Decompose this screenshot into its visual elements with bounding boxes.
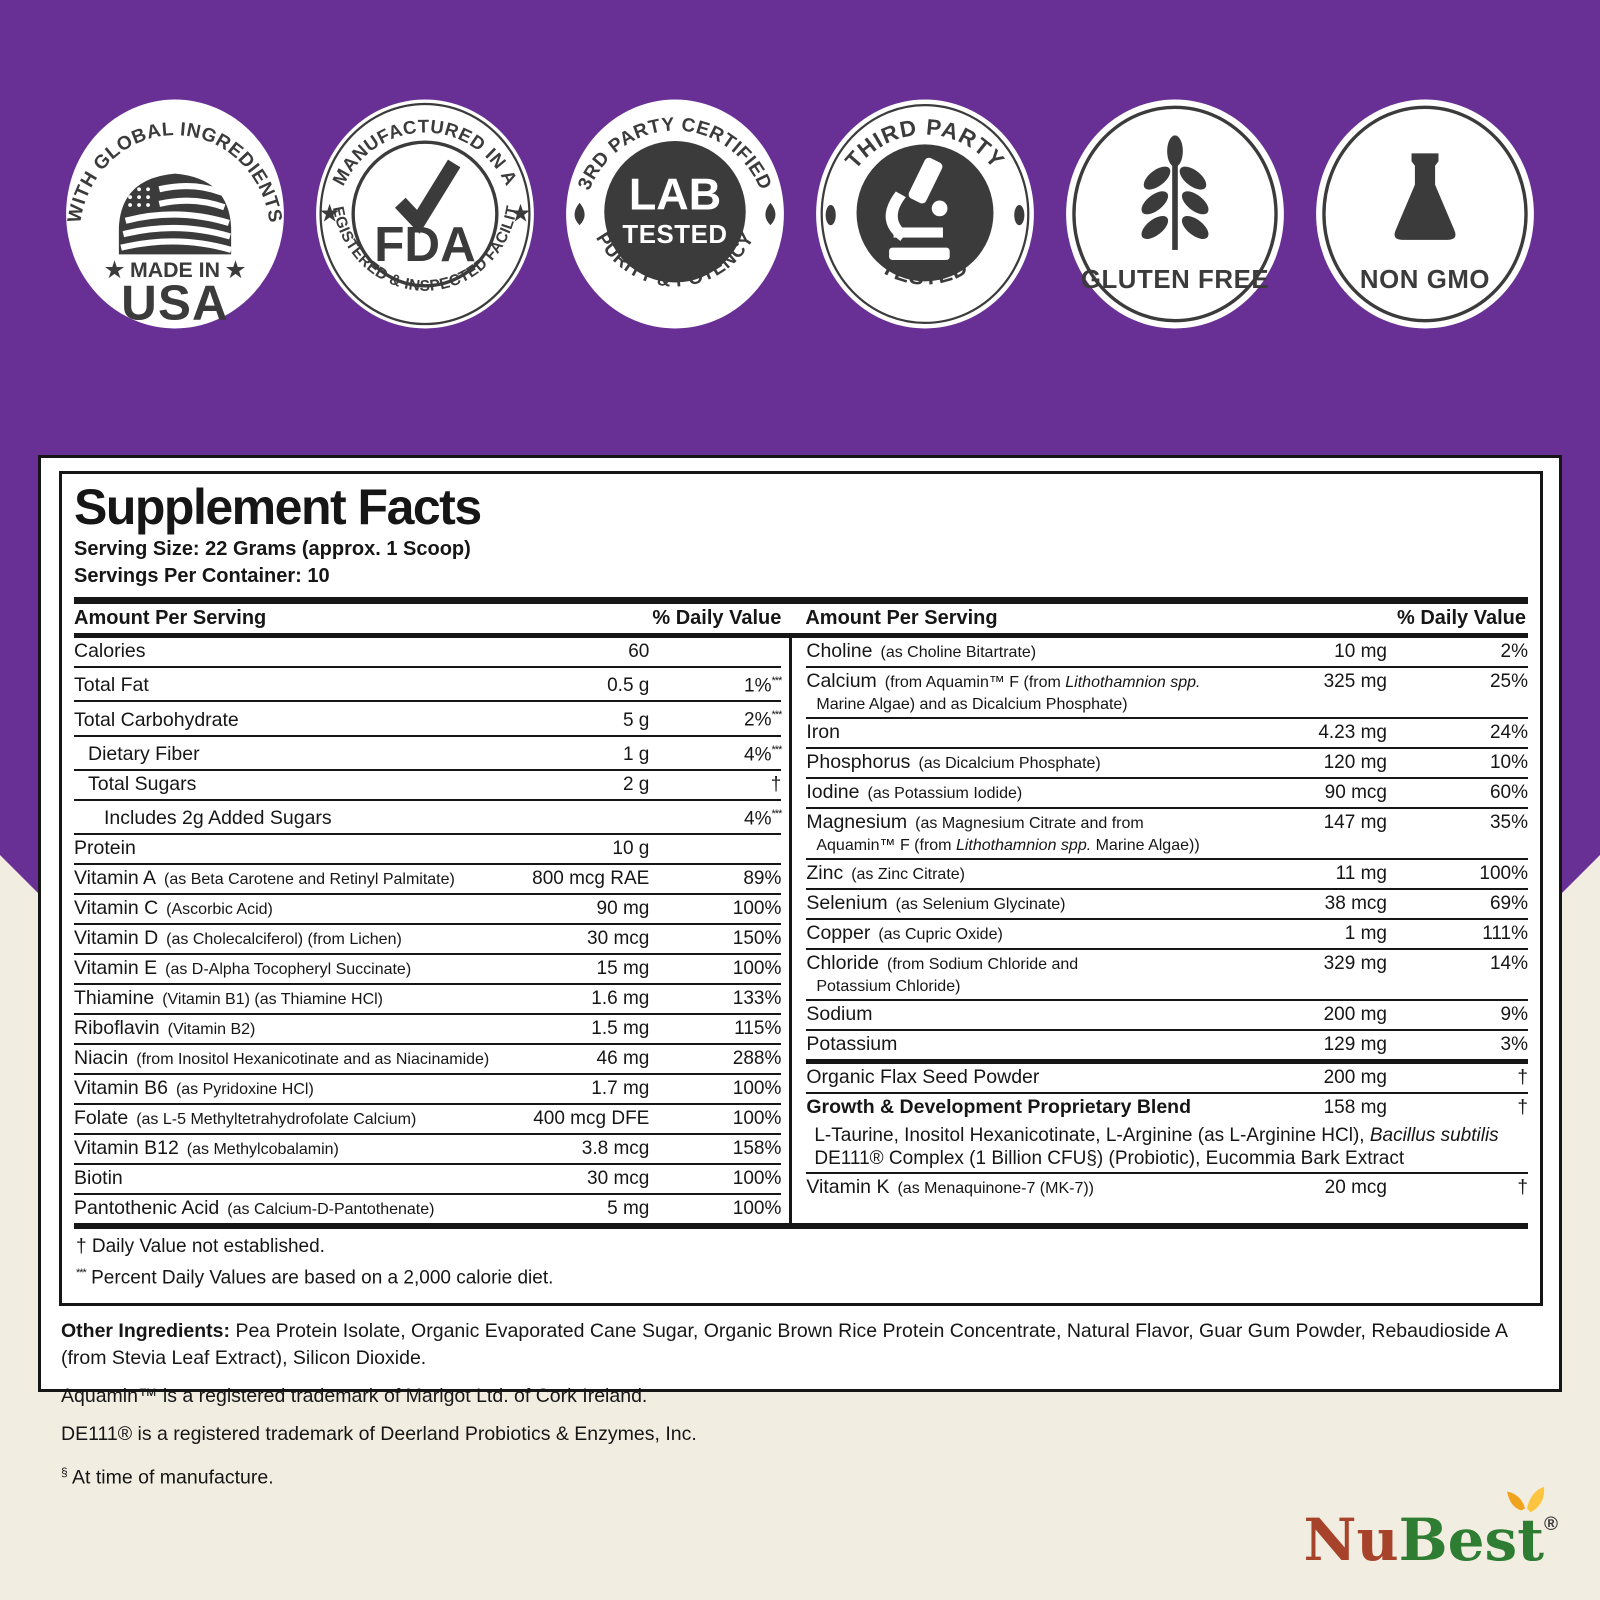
nutrient-row: Chloride (from Sodium Chloride and 329 mg… [806,948,1528,999]
leaf-icon [1014,205,1025,226]
manufacture-note: § At time of manufacture. [61,1464,274,1489]
supplement-panel: Supplement Facts Serving Size: 22 Grams … [38,455,1562,1488]
nutrient-row: Vitamin K (as Menaquinone-7 (MK-7)) 20 mc… [806,1172,1528,1202]
checkmark-icon [394,159,461,234]
nutrient-row: Calories 60 [74,640,650,662]
svg-text:TESTED: TESTED [622,221,727,249]
nutrient-row: Niacin (from Inositol Hexanicotinate and… [74,1043,782,1073]
nutrient-row: Calcium (from Aquamin™ F (from Lithotham… [806,666,1528,717]
sprout-icon [1507,1486,1545,1513]
column-header-left: Amount Per Serving % Daily Value [74,607,782,629]
nutrient-row: Vitamin D (as Cholecalciferol) (from Lic… [74,923,782,953]
other-ingredients-section: Other Ingredients: Pea Protein Isolate, … [59,1306,1543,1492]
nutrition-column-left: Calories 60 Total Fat 0.5 g 1%*** Total Carbo… [74,638,789,1223]
nutrient-row: Total Sugars 2 g † [74,768,782,799]
other-ingredients: Other Ingredients: Pea Protein Isolate, … [61,1319,1507,1369]
page-title: Supplement Facts [74,479,482,535]
badge-lab-tested: 3RD PARTY CERTIFIED PURITY & POTENCY LAB… [566,99,784,329]
star-icon: ★ [511,202,530,226]
leaf-icon [825,205,836,226]
certification-badges: WITH GLOBAL INGREDIENTS ★ MADE IN ★ USA [0,95,1600,333]
nutrient-row: Selenium (as Selenium Glycinate) 38 mcg 69… [806,888,1528,918]
wheat-icon [1141,135,1209,250]
nutrient-row: Vitamin B12 (as Methylcobalamin) 3.8 mcg 1… [74,1133,782,1163]
badge-non-gmo: NON GMO [1316,99,1534,329]
divider-bar [74,597,1528,604]
nutrition-table: Calories 60 Total Fat 0.5 g 1%*** Total Carbo… [74,638,1528,1224]
nutrient-row: Copper (as Cupric Oxide) 1 mg 111% [806,918,1528,948]
nutrient-row: Vitamin A (as Beta Carotene and Retinyl … [74,863,782,893]
nutrient-row: Protein 10 g [74,833,782,863]
badge-gluten-free: GLUTEN FREE [1066,99,1284,329]
svg-text:GLUTEN FREE: GLUTEN FREE [1081,266,1269,294]
svg-text:LAB: LAB [629,169,721,220]
nutrient-row: Iodine (as Potassium Iodide) 90 mcg 60% [806,777,1528,807]
footnote-asterisks: *** Percent Daily Values are based on a … [76,1267,554,1289]
nutrient-row: Magnesium (as Magnesium Citrate and from… [806,807,1528,858]
flask-icon [1394,153,1456,240]
nutrition-column-right: Choline (as Choline Bitartrate) 10 mg 2% Ca… [789,638,1528,1224]
us-flag-icon [118,173,232,255]
nutrient-row: Choline (as Choline Bitartrate) 10 mg 2% [806,640,1528,662]
nutrient-row: Total Fat 0.5 g 1%*** [74,666,782,700]
badge-third-party-tested: THIRD PARTY TESTED [816,99,1034,329]
star-icon: ★ [320,202,339,226]
badge-made-in-usa: WITH GLOBAL INGREDIENTS ★ MADE IN ★ USA [64,99,285,331]
nutrient-row: Vitamin B6 (as Pyridoxine HCl) 1.7 mg 100% [74,1073,782,1103]
microscope-icon [885,157,950,261]
nubest-logo: NuBest ® [1303,1486,1558,1570]
nutrient-row: Total Carbohydrate 5 g 2%*** [74,700,782,734]
nutrient-row: Riboflavin (Vitamin B2) 1.5 mg 115% [74,1013,782,1043]
blend-ingredients: L-Taurine, Inositol Hexanicotinate, L-Ar… [814,1125,1499,1169]
nutrient-row: Phosphorus (as Dicalcium Phosphate) 120 m… [806,747,1528,777]
nutrient-row: Vitamin C (Ascorbic Acid) 90 mg 100% [74,893,782,923]
nutrient-row: Iron 4.23 mg 24% [806,717,1528,747]
nutrient-row: Biotin 30 mcg 100% [74,1163,782,1193]
nutrient-row: Potassium 129 mg 3% [806,1029,1528,1059]
nutrient-row: Sodium 200 mg 9% [806,999,1528,1029]
nutrient-row: Thiamine (Vitamin B1) (as Thiamine HCl) 1… [74,983,782,1013]
nutrient-row: Includes 2g Added Sugars 4%*** [74,798,782,833]
svg-text:NON GMO: NON GMO [1360,266,1490,294]
svg-text:USA: USA [121,276,229,331]
nutrient-row: Organic Flax Seed Powder 200 mg † [806,1059,1528,1092]
servings-per-container: Servings Per Container: 10 [74,565,330,587]
aquamin-trademark-note: Aquamin™ is a registered trademark of Ma… [61,1384,648,1407]
serving-size: Serving Size: 22 Grams (approx. 1 Scoop) [74,538,471,560]
droplet-icon [765,202,776,226]
de111-trademark-note: DE111® is a registered trademark of Deer… [61,1422,697,1445]
svg-text:★ MADE IN ★: ★ MADE IN ★ [105,258,245,282]
nutrient-row: Dietary Fiber 1 g 4%*** [74,734,782,769]
svg-text:FDA: FDA [374,217,475,272]
nutrient-row: Folate (as L-5 Methyltetrahydrofolate Ca… [74,1103,782,1133]
nutrient-row: Growth & Development Proprietary Blend 15… [806,1092,1528,1122]
droplet-icon [574,202,585,226]
divider-bar [74,633,1528,638]
footnotes: † Daily Value not established. *** Perce… [74,1229,1528,1295]
column-header-right: Amount Per Serving % Daily Value [805,607,1526,629]
nutrient-row: Pantothenic Acid (as Calcium-D-Pantothen… [74,1193,782,1223]
table-header: Amount Per Serving % Daily Value Amount … [74,604,1528,633]
nutrient-row: Vitamin E (as D-Alpha Tocopheryl Succina… [74,953,782,983]
nutrient-row: Zinc (as Zinc Citrate) 11 mg 100% [806,858,1528,888]
footnote-dagger: † Daily Value not established. [76,1236,325,1258]
badge-fda-facility: MANUFACTURED IN A REGISTERED & INSPECTED… [312,95,534,329]
divider-bar [74,1223,1528,1230]
supplement-facts-box: Supplement Facts Serving Size: 22 Grams … [59,471,1543,1306]
